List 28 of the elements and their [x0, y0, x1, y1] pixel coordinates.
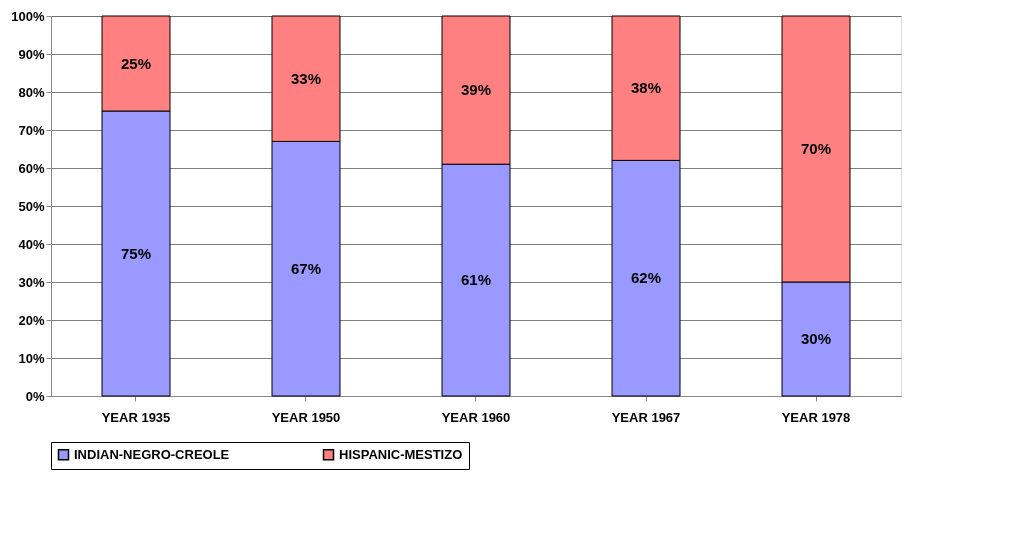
y-tick-label: 10% — [18, 350, 45, 366]
y-tick-label: 40% — [18, 236, 45, 252]
y-tick-label: 20% — [18, 312, 45, 328]
data-label: 39% — [460, 81, 492, 99]
y-tick-label: 90% — [18, 46, 45, 62]
data-label: 61% — [460, 271, 492, 289]
legend-label: INDIAN-NEGRO-CREOLE — [74, 446, 230, 462]
y-tick-label: 30% — [18, 274, 45, 290]
x-tick-label: YEAR 1950 — [271, 409, 341, 425]
data-label: 38% — [630, 79, 662, 97]
y-tick-label: 50% — [18, 198, 45, 214]
legend-label: HISPANIC-MESTIZO — [339, 446, 463, 462]
y-tick-label: 80% — [18, 84, 45, 100]
y-tick-label: 100% — [11, 8, 45, 24]
data-label: 25% — [120, 54, 152, 72]
data-label: 67% — [290, 259, 322, 277]
data-label: 30% — [800, 330, 832, 347]
x-tick-label: YEAR 1935 — [101, 409, 171, 425]
y-tick-label: 60% — [18, 160, 45, 176]
y-tick-label: 70% — [18, 122, 45, 138]
data-label: 75% — [120, 244, 152, 262]
y-tick-label: 0% — [25, 388, 45, 404]
data-label: 62% — [630, 269, 662, 287]
x-tick-label: YEAR 1967 — [611, 409, 681, 425]
x-tick-label: YEAR 1960 — [441, 409, 511, 425]
data-label: 33% — [290, 69, 322, 87]
data-label: 70% — [800, 140, 832, 157]
x-tick-label: YEAR 1978 — [781, 409, 851, 425]
